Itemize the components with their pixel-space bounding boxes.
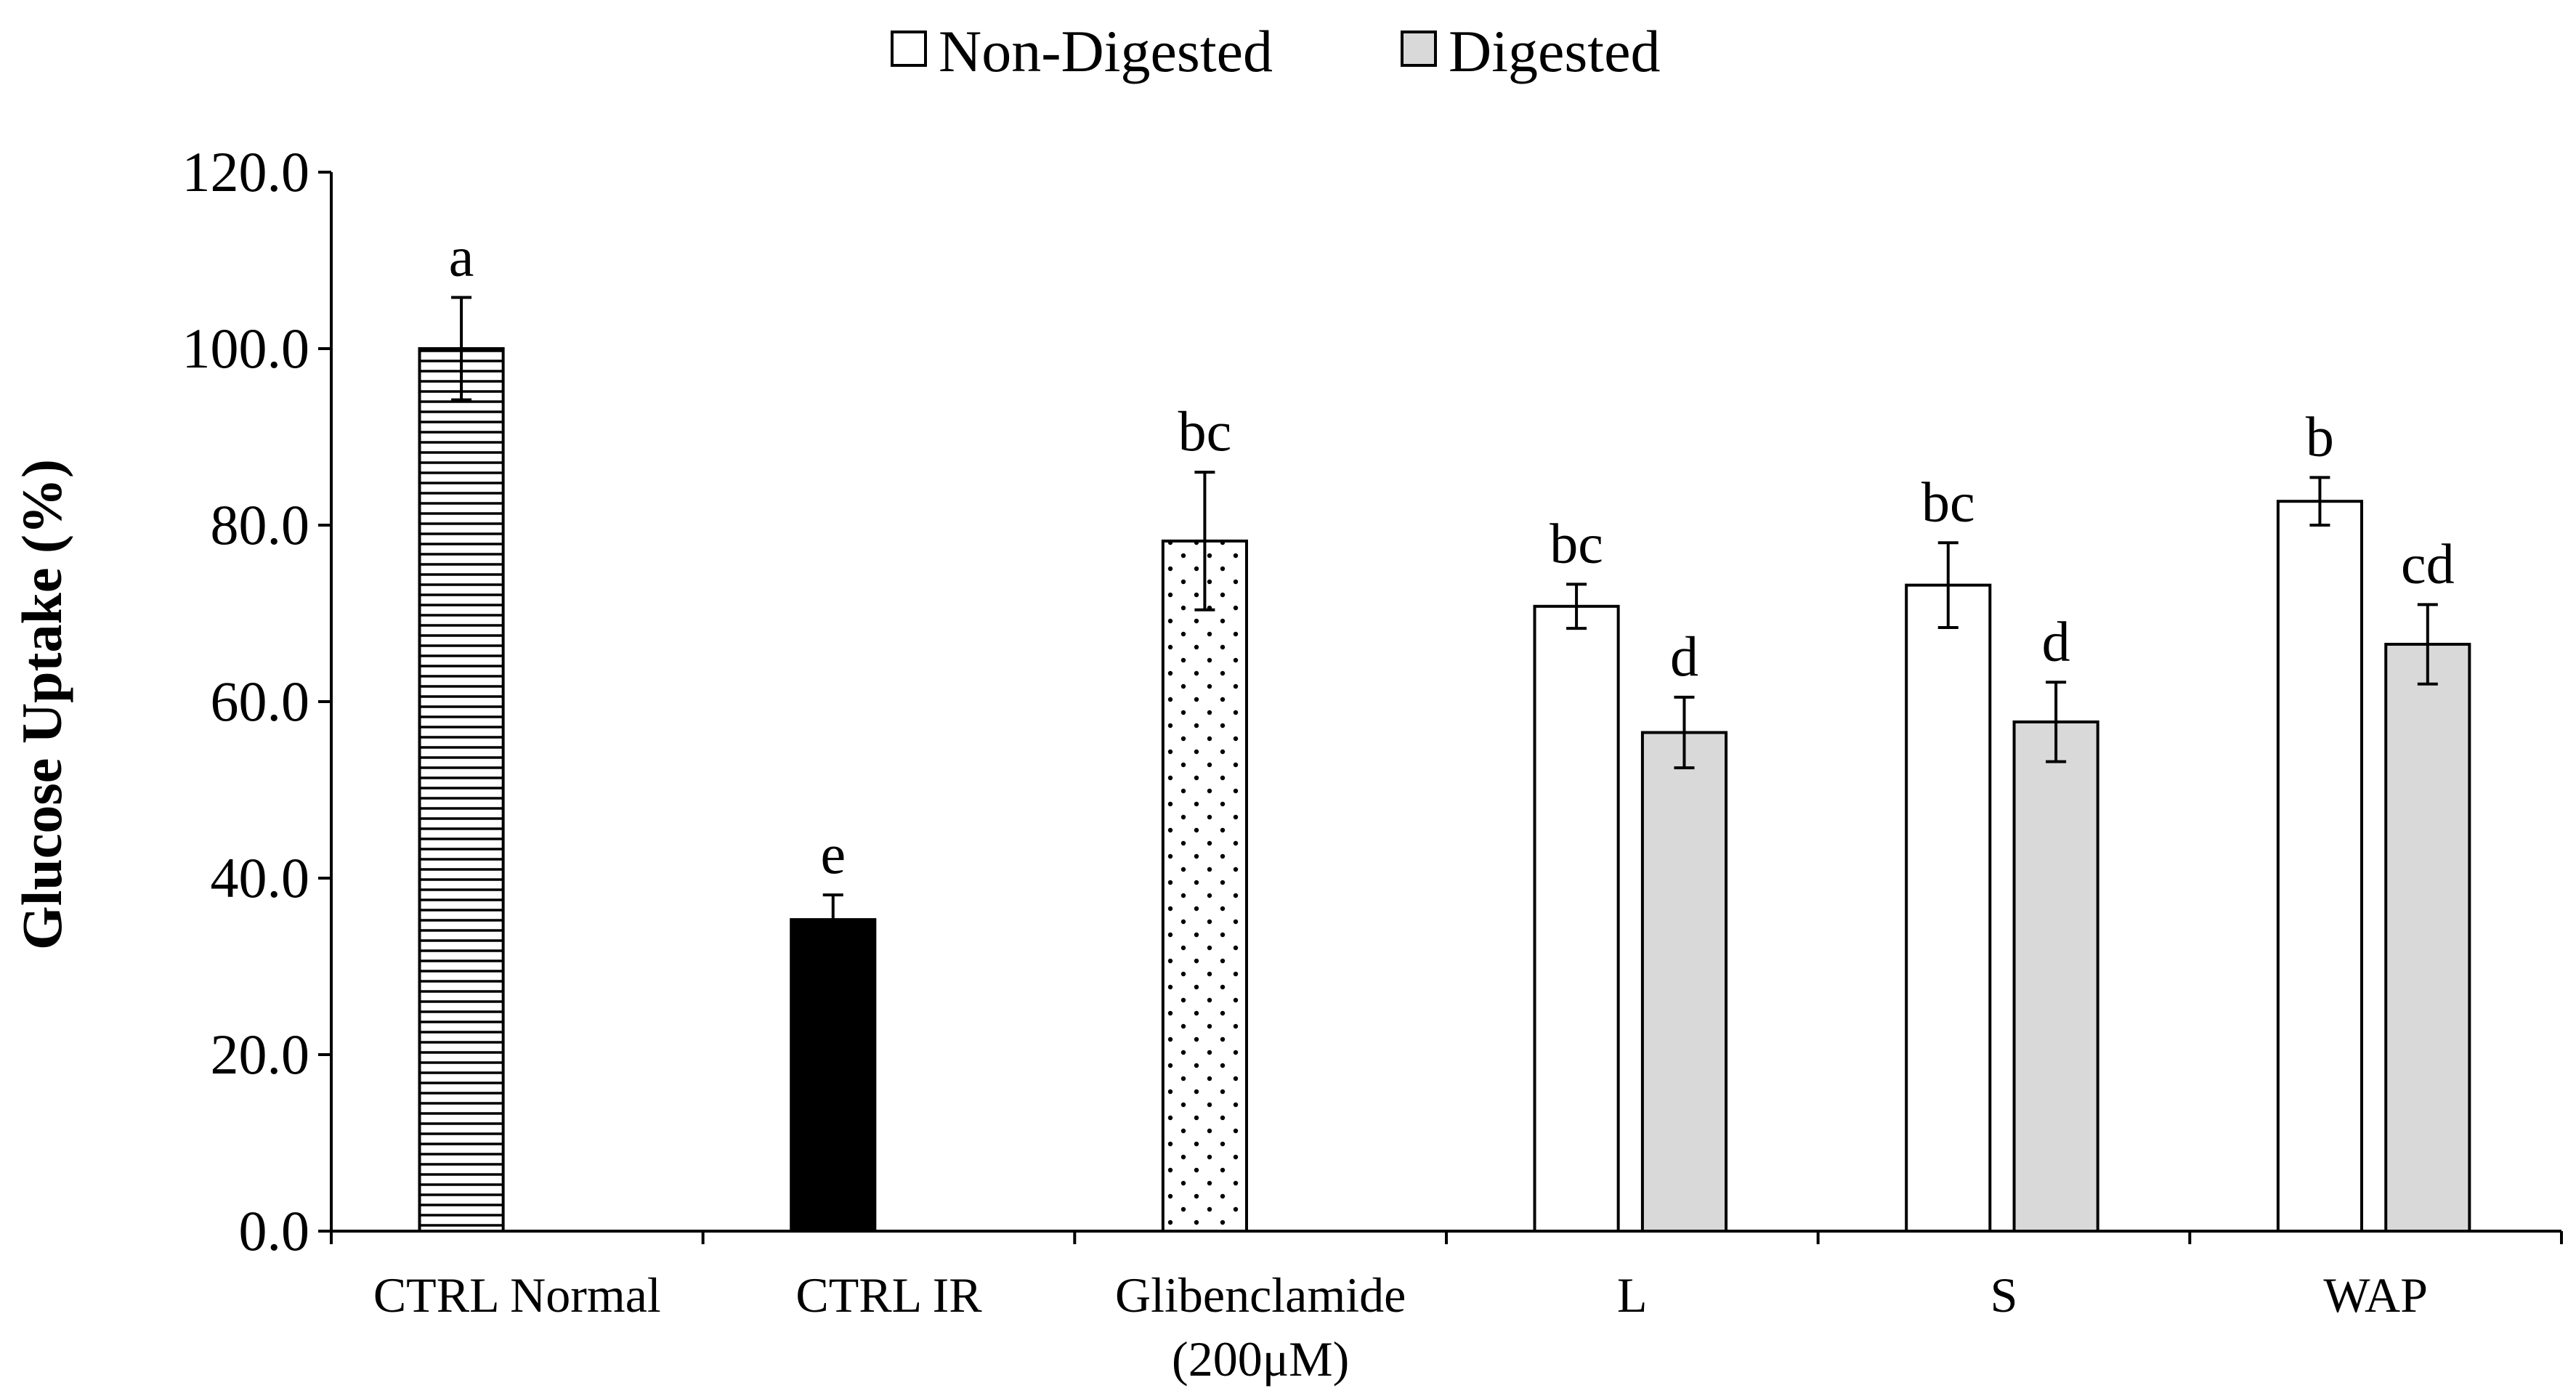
- significance-label: d: [2042, 609, 2070, 673]
- bar-control: [418, 347, 505, 1233]
- x-category-label: CTRL IR: [795, 1267, 982, 1323]
- significance-label: bc: [1921, 470, 1975, 533]
- bar-digested: [1640, 731, 1728, 1233]
- x-category-label-line2: (200μM): [1172, 1331, 1349, 1387]
- bar-control: [790, 918, 877, 1233]
- legend: Non-Digested Digested: [891, 18, 1660, 84]
- legend-swatch-digested: [1401, 31, 1437, 67]
- y-tick-label: 120.0: [182, 140, 310, 203]
- y-axis-title: Glucose Uptake (%): [10, 459, 73, 950]
- x-category-label: Glibenclamide: [1115, 1267, 1406, 1323]
- y-tick-label: 0.0: [239, 1199, 310, 1262]
- significance-label: a: [449, 225, 474, 288]
- significance-label: bc: [1178, 399, 1232, 463]
- bar-digested: [2012, 720, 2099, 1233]
- significance-label: d: [1670, 625, 1698, 688]
- bar-non-digested: [1533, 604, 1620, 1233]
- significance-label: cd: [2401, 532, 2455, 595]
- y-tick-label: 80.0: [211, 493, 310, 556]
- bar-control: [1161, 539, 1248, 1233]
- legend-swatch-non-digested: [891, 31, 927, 67]
- x-category-label: L: [1617, 1267, 1648, 1323]
- significance-label: bc: [1550, 511, 1603, 575]
- legend-label-digested: Digested: [1449, 18, 1660, 84]
- x-category-label: S: [1990, 1267, 2018, 1323]
- x-axis-ticks: CTRL Normal CTRL IR Glibenclamide (200μM) L S…: [330, 1231, 2563, 1387]
- y-axis-ticks: 0.0 20.0 40.0 60.0 80.0 100.0 120.0: [182, 140, 331, 1262]
- y-tick-label: 100.0: [182, 317, 310, 380]
- bar-digested: [2384, 643, 2471, 1233]
- legend-label-non-digested: Non-Digested: [939, 18, 1273, 84]
- y-tick-label: 20.0: [211, 1023, 310, 1086]
- y-tick-label: 60.0: [211, 670, 310, 733]
- bar-non-digested: [1905, 583, 1992, 1233]
- y-tick-label: 40.0: [211, 846, 310, 909]
- x-category-label: CTRL Normal: [373, 1267, 661, 1323]
- bar-non-digested: [2276, 500, 2363, 1233]
- significance-label: e: [820, 822, 846, 885]
- significance-label: b: [2306, 405, 2334, 468]
- x-category-label: WAP: [2323, 1267, 2428, 1323]
